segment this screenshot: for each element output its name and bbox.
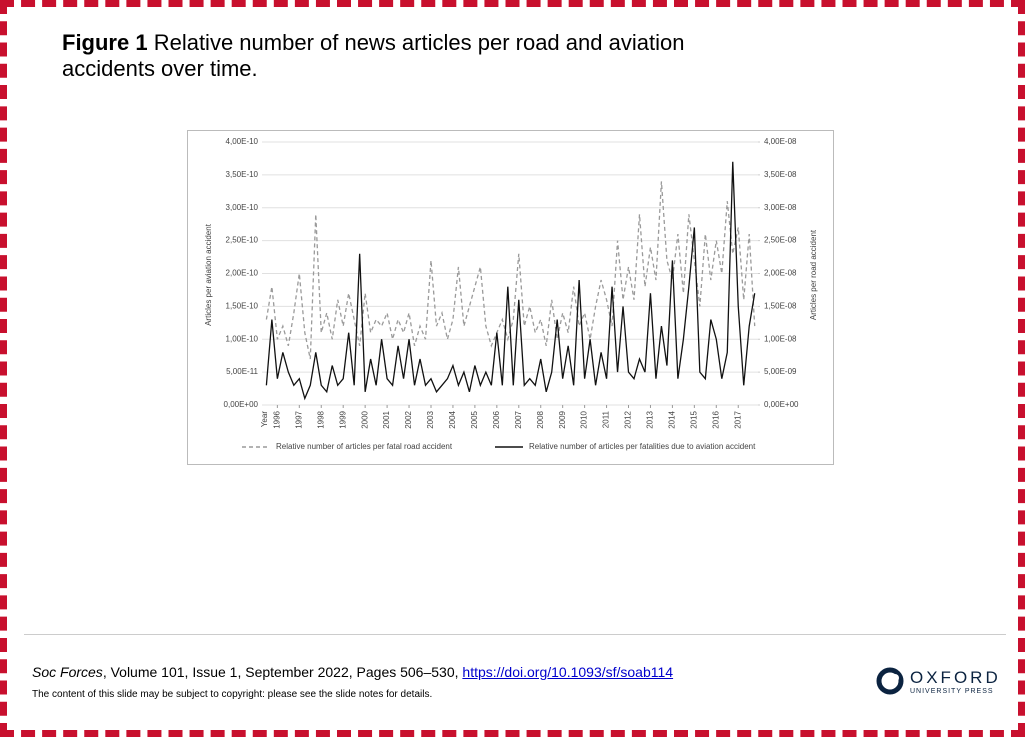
- y2-tick-label: 1,50E-08: [764, 301, 797, 310]
- x-tick-label: 2003: [426, 410, 435, 428]
- x-tick-label: 2005: [470, 410, 479, 428]
- y-tick-label: 4,00E-10: [226, 137, 259, 146]
- x-tick-label: 2016: [711, 410, 720, 428]
- series-line: [265, 161, 756, 401]
- x-tick-label: 2010: [580, 410, 589, 428]
- x-tick-label: 2012: [624, 410, 633, 428]
- x-tick-label: 2009: [558, 410, 567, 428]
- legend-label: Relative number of articles per fatal ro…: [276, 442, 453, 451]
- y-tick-label: 0,00E+00: [224, 400, 259, 409]
- doi-link[interactable]: https://doi.org/10.1093/sf/soab114: [462, 664, 674, 680]
- logo: OXFORD UNIVERSITY PRESS: [876, 667, 1001, 695]
- divider: [24, 634, 1006, 635]
- y2-tick-label: 2,50E-08: [764, 236, 797, 245]
- y-tick-label: 1,50E-10: [226, 301, 259, 310]
- x-tick-label: 2002: [404, 410, 413, 428]
- x-tick-label: 1999: [338, 410, 347, 428]
- logo-mark: [876, 667, 904, 695]
- figure-caption: Relative number of news articles per roa…: [62, 30, 685, 81]
- x-tick-label: 2007: [514, 410, 523, 428]
- journal: Soc Forces: [32, 664, 103, 680]
- y-tick-label: 3,00E-10: [226, 203, 259, 212]
- x-tick-label: 2017: [733, 410, 742, 428]
- chart: Articles per aviation accident Articles …: [187, 130, 834, 465]
- y-tick-label: 2,00E-10: [226, 269, 259, 278]
- x-tick-label: 2001: [382, 410, 391, 428]
- x-tick-label: 1996: [272, 410, 281, 428]
- y2-tick-label: 1,00E-08: [764, 334, 797, 343]
- y-tick-label: 1,00E-10: [226, 334, 259, 343]
- y2-axis-label: Articles per road accident: [809, 229, 818, 320]
- x-axis-label: Year: [260, 411, 269, 428]
- y2-tick-label: 5,00E-09: [764, 367, 797, 376]
- copyright: The content of this slide may be subject…: [32, 689, 433, 700]
- figure-title: Figure 1 Relative number of news article…: [62, 30, 742, 82]
- x-tick-label: 2008: [536, 410, 545, 428]
- logo-sub: UNIVERSITY PRESS: [910, 687, 994, 695]
- citation-details: , Volume 101, Issue 1, September 2022, P…: [102, 664, 463, 680]
- x-tick-label: 2015: [689, 410, 698, 428]
- x-tick-label: 1997: [294, 410, 303, 428]
- x-tick-label: 2000: [360, 410, 369, 428]
- citation: Soc Forces, Volume 101, Issue 1, Septemb…: [32, 664, 673, 680]
- figure-label: Figure 1: [62, 30, 148, 55]
- x-tick-label: 2014: [668, 410, 677, 428]
- y2-tick-label: 3,50E-08: [764, 170, 797, 179]
- legend-label: Relative number of articles per fataliti…: [529, 442, 756, 451]
- x-tick-label: 1998: [316, 410, 325, 428]
- x-tick-label: 2006: [492, 410, 501, 428]
- logo-name: OXFORD: [910, 667, 1001, 687]
- y2-tick-label: 3,00E-08: [764, 203, 797, 212]
- y2-tick-label: 4,00E-08: [764, 137, 797, 146]
- y-tick-label: 2,50E-10: [226, 236, 259, 245]
- chart-frame: [187, 130, 834, 465]
- y-tick-label: 3,50E-10: [226, 170, 259, 179]
- y-axis-label: Articles per aviation accident: [204, 223, 213, 326]
- y2-tick-label: 0,00E+00: [764, 400, 799, 409]
- x-tick-label: 2004: [448, 410, 457, 428]
- x-tick-label: 2011: [602, 410, 611, 428]
- y-tick-label: 5,00E-11: [226, 367, 258, 376]
- x-tick-label: 2013: [646, 410, 655, 428]
- y2-tick-label: 2,00E-08: [764, 269, 797, 278]
